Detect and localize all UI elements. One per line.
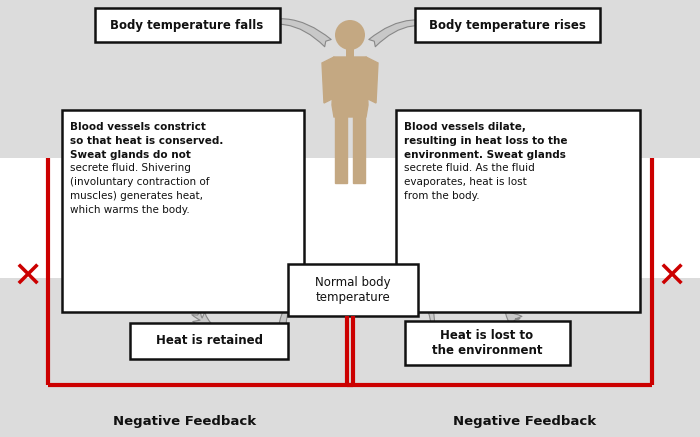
- Text: resulting in heat loss to the: resulting in heat loss to the: [404, 136, 568, 146]
- Text: ✕: ✕: [657, 261, 687, 295]
- Text: Blood vessels constrict: Blood vessels constrict: [70, 122, 206, 132]
- Polygon shape: [364, 57, 378, 103]
- Polygon shape: [353, 117, 365, 183]
- Text: evaporates, heat is lost: evaporates, heat is lost: [404, 177, 526, 187]
- Text: muscles) generates heat,: muscles) generates heat,: [70, 191, 203, 201]
- Bar: [405, 321, 570, 365]
- Text: Heat is lost to
the environment: Heat is lost to the environment: [432, 329, 542, 357]
- Polygon shape: [335, 117, 347, 183]
- Bar: [396, 110, 640, 312]
- Text: Body temperature falls: Body temperature falls: [111, 18, 264, 31]
- Text: from the body.: from the body.: [404, 191, 480, 201]
- Text: secrete fluid. As the fluid: secrete fluid. As the fluid: [404, 163, 535, 173]
- Text: ✕: ✕: [13, 261, 43, 295]
- Text: environment. Sweat glands: environment. Sweat glands: [404, 149, 566, 160]
- Text: Normal body
temperature: Normal body temperature: [315, 276, 391, 304]
- Polygon shape: [322, 57, 336, 103]
- Text: (involuntary contraction of: (involuntary contraction of: [70, 177, 209, 187]
- Text: so that heat is conserved.: so that heat is conserved.: [70, 136, 223, 146]
- Bar: [288, 264, 418, 316]
- Text: secrete fluid. Shivering: secrete fluid. Shivering: [70, 163, 191, 173]
- Bar: [0, 158, 700, 278]
- Bar: [62, 110, 304, 312]
- Text: which warms the body.: which warms the body.: [70, 205, 190, 215]
- Bar: [130, 323, 288, 359]
- Text: Negative Feedback: Negative Feedback: [113, 416, 257, 429]
- Text: Body temperature rises: Body temperature rises: [428, 18, 585, 31]
- Circle shape: [335, 20, 365, 50]
- Text: Blood vessels dilate,: Blood vessels dilate,: [404, 122, 526, 132]
- Text: Sweat glands do not: Sweat glands do not: [70, 149, 191, 160]
- Bar: [346, 49, 354, 57]
- Text: Negative Feedback: Negative Feedback: [454, 416, 596, 429]
- Bar: [95, 8, 280, 42]
- Text: Heat is retained: Heat is retained: [155, 334, 262, 347]
- Polygon shape: [332, 57, 368, 117]
- Bar: [415, 8, 600, 42]
